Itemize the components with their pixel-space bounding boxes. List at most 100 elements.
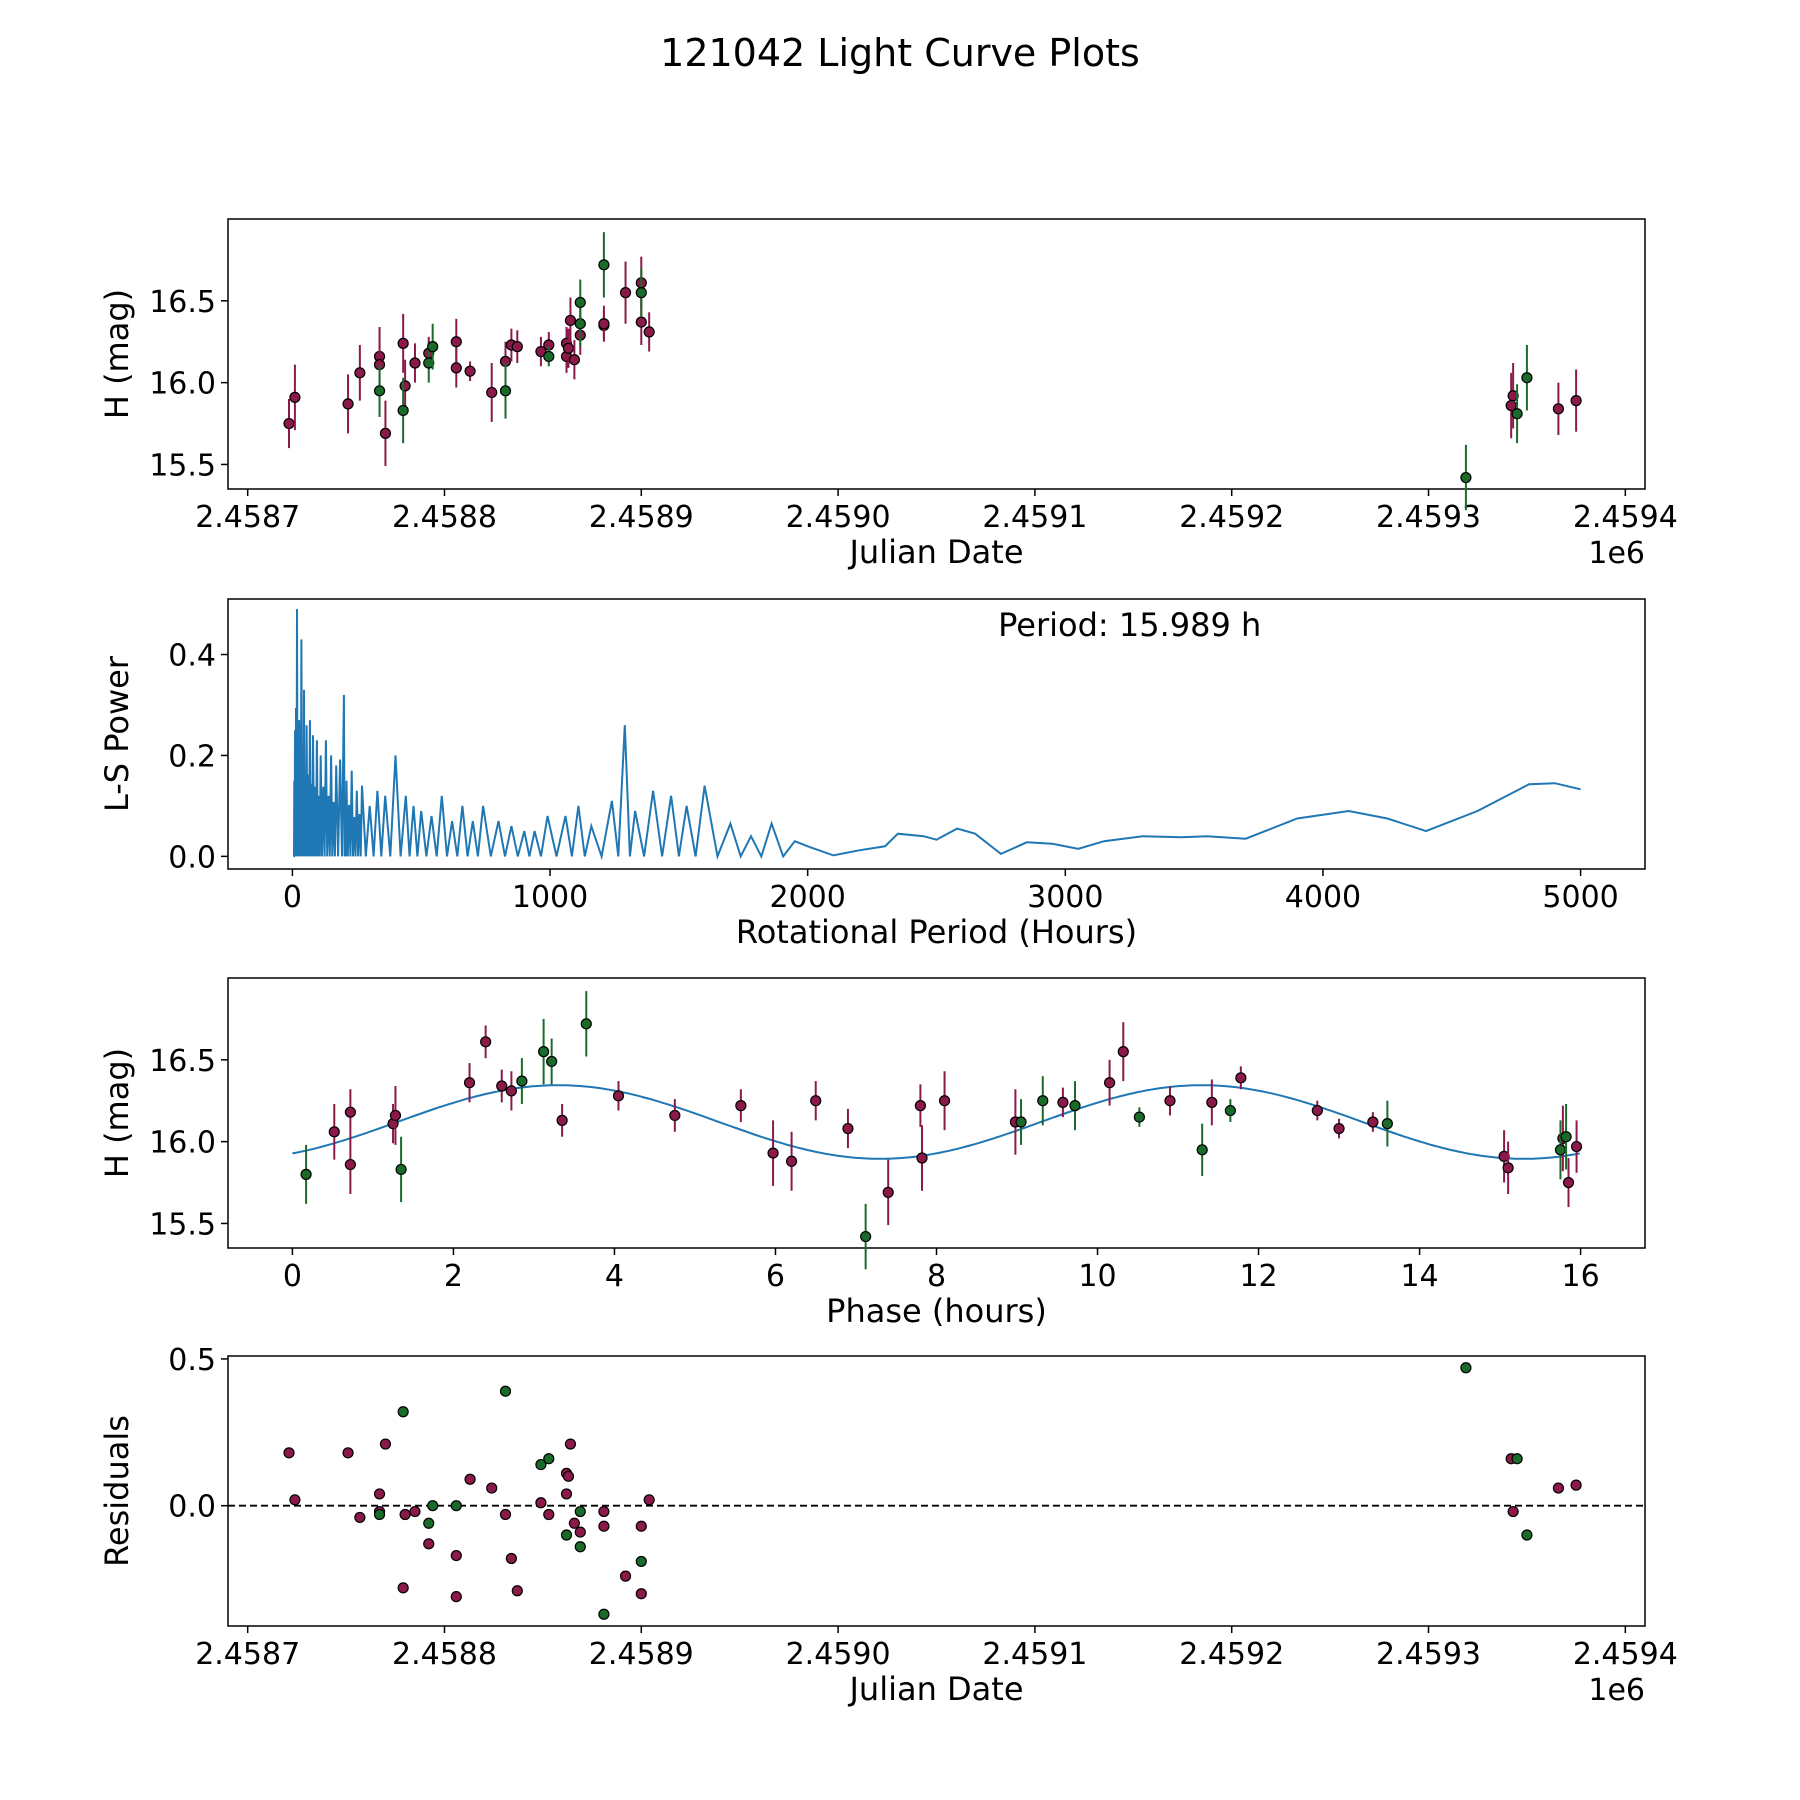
p3-point-g (574, 1505, 586, 1518)
p0-point-r (409, 357, 421, 369)
p2-point-r (938, 1095, 951, 1107)
p3-point-g (560, 1529, 573, 1541)
p1-xtick-label: 5000 (1542, 880, 1618, 915)
p3-point-r (342, 1447, 354, 1459)
p3-point-r (568, 1517, 580, 1529)
p0-point-g (427, 341, 439, 353)
p2-point-r (505, 1085, 517, 1097)
p2-point-g (546, 1055, 558, 1068)
p2-ytick-label: 16.0 (149, 1126, 216, 1161)
p0-point-r (535, 345, 547, 358)
p0-xtick-label: 2.4591 (982, 500, 1087, 535)
p2-point-g (395, 1163, 407, 1176)
panel-residuals: Julian Date Residuals 1e6 2.4587 2.4588 2.… (98, 1343, 1678, 1708)
p0-point-r (643, 326, 655, 338)
p0-point-g (543, 350, 555, 363)
p0-point-r (1507, 390, 1519, 402)
p3-point-r (635, 1520, 647, 1532)
p2-point-r (1103, 1077, 1116, 1089)
p2-ytick-label: 15.5 (149, 1207, 216, 1242)
p1-xtick-label: 2000 (770, 880, 846, 915)
p0-point-g (423, 357, 435, 369)
p3-point-r (619, 1570, 632, 1582)
residuals-x-offset-label: 1e6 (1588, 1673, 1645, 1708)
p0-point-r (511, 341, 523, 353)
p2-point-r (914, 1100, 926, 1112)
p0-xtick-label: 2.4587 (195, 500, 300, 535)
lightcurve-ylabel: H (mag) (98, 289, 136, 419)
p2-point-r (1311, 1104, 1323, 1117)
p2-point-r (1206, 1096, 1218, 1108)
p2-xtick-label: 8 (927, 1259, 946, 1294)
p2-point-r (882, 1186, 894, 1198)
p0-xtick-label: 2.4592 (1179, 500, 1284, 535)
p0-point-r (598, 318, 610, 330)
p2-point-r (810, 1095, 822, 1107)
p3-point-r (635, 1588, 647, 1600)
p2-point-g (538, 1046, 550, 1058)
panel-phased: Phase (hours) H (mag) 0 2 4 6 8 10 12 14 16 15.5 1… (98, 977, 1646, 1330)
p2-point-r (344, 1158, 356, 1171)
p0-point-r (342, 398, 354, 410)
p3-point-g (1460, 1362, 1472, 1374)
p0-point-g (499, 385, 512, 397)
p3-axes-frame (227, 1355, 1646, 1627)
p3-xtick-label: 2.4588 (392, 1637, 497, 1672)
p3-point-r (564, 1438, 577, 1450)
p2-point-r (785, 1155, 798, 1167)
p3-point-r (1507, 1505, 1519, 1518)
p0-point-r (450, 362, 462, 374)
p2-point-r (669, 1109, 681, 1122)
p3-point-g (499, 1385, 512, 1397)
p0-point-g (635, 287, 647, 299)
p0-ytick-label: 16.5 (149, 285, 216, 320)
period-annotation: Period: 15.989 h (998, 606, 1261, 644)
p2-point-r (496, 1080, 508, 1092)
p2-point-r (480, 1036, 492, 1048)
p2-point-g (516, 1075, 528, 1087)
p2-point-g (1133, 1111, 1145, 1123)
p2-xtick-label: 0 (283, 1259, 302, 1294)
p3-xtick-label: 2.4592 (1179, 1637, 1284, 1672)
p0-point-g (574, 296, 586, 309)
p3-point-g (397, 1406, 409, 1418)
p3-point-g (423, 1517, 435, 1529)
p0-xtick-label: 2.4590 (786, 500, 891, 535)
p2-xtick-label: 4 (605, 1259, 624, 1294)
p3-point-r (409, 1505, 421, 1518)
p2-xtick-label: 16 (1561, 1259, 1599, 1294)
p3-point-g (543, 1453, 555, 1465)
p3-point-r (450, 1549, 462, 1562)
p0-point-r (289, 391, 301, 403)
p3-point-g (427, 1500, 439, 1512)
p2-point-g (1037, 1095, 1049, 1107)
p0-axes-frame (227, 218, 1646, 490)
panel-lightcurve: Julian Date H (mag) 1e6 2.4587 2.4588 2.45… (98, 218, 1678, 571)
lightcurve-x-offset-label: 1e6 (1588, 536, 1645, 571)
figure-title: 121042 Light Curve Plots (660, 31, 1140, 75)
p3-point-r (423, 1538, 435, 1550)
p2-point-g (1560, 1131, 1572, 1143)
p2-point-r (1333, 1122, 1345, 1135)
p1-axes-frame (227, 598, 1646, 870)
p3-xtick-label: 2.4589 (589, 1637, 694, 1672)
p2-point-g (1381, 1118, 1393, 1130)
p2-point-r (612, 1090, 625, 1102)
p2-point-r (842, 1122, 854, 1135)
residuals-ylabel: Residuals (98, 1415, 136, 1567)
p3-point-r (574, 1526, 586, 1538)
p3-xtick-label: 2.4587 (195, 1637, 300, 1672)
p2-xtick-label: 14 (1400, 1259, 1438, 1294)
p2-point-r (344, 1106, 356, 1118)
periodogram-xlabel: Rotational Period (Hours) (736, 913, 1137, 951)
p0-point-r (283, 417, 295, 430)
p3-point-r (397, 1582, 409, 1594)
p2-point-r (1367, 1116, 1379, 1128)
p3-point-r (511, 1585, 523, 1597)
p1-xtick-label: 0 (283, 880, 302, 915)
p2-point-g (1554, 1144, 1567, 1156)
p3-point-r (1552, 1482, 1565, 1494)
p2-point-r (328, 1126, 340, 1138)
p3-point-r (373, 1488, 386, 1500)
